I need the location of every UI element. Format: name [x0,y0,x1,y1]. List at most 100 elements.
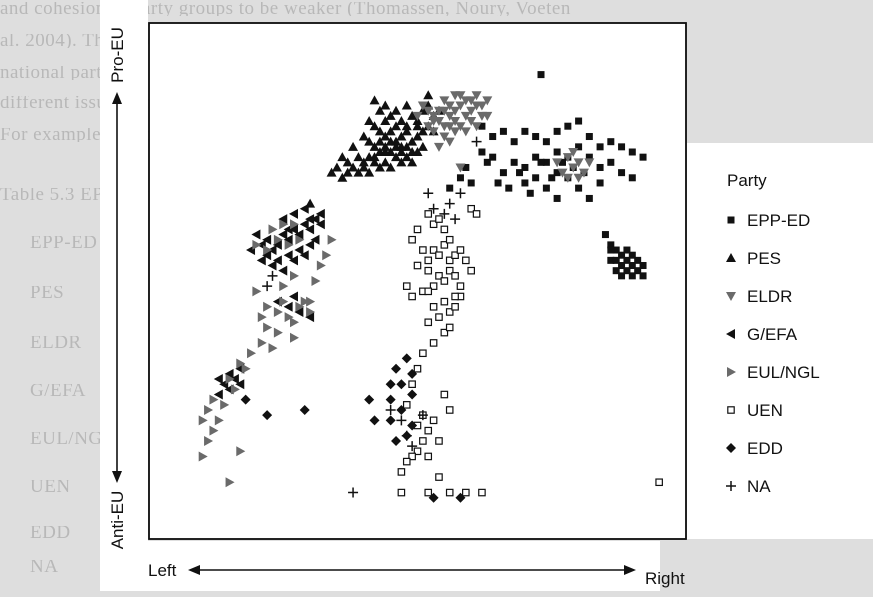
marker-eul-ngl [306,306,316,317]
marker-eldr [573,158,584,168]
marker-pes [369,141,380,151]
marker-edd [262,410,273,421]
marker-eldr [455,122,466,132]
marker-epp-ed [639,153,647,161]
x-axis-arrowhead-right [624,565,636,575]
marker-pes [358,162,369,172]
background-text-line: UEN [30,480,71,494]
marker-uen [424,256,433,265]
marker-epp-ed [478,148,486,156]
marker-pes [342,167,353,177]
background-text-line: G/EFA [30,384,86,398]
marker-epp-ed [612,246,620,254]
marker-uen [402,401,411,409]
plot-border [148,22,687,540]
marker-eul-ngl [263,301,273,312]
marker-eul-ngl [279,219,289,230]
marker-eul-ngl [241,363,251,374]
marker-edd [407,389,418,400]
marker-uen [408,235,416,244]
background-text-line: NA [30,560,59,574]
marker-g-efa [235,379,245,390]
marker-pes [385,126,396,136]
marker-eul-ngl [306,296,316,307]
marker-pes [407,147,418,156]
marker-edd [299,405,310,415]
marker-pes [364,167,375,177]
marker-na [396,415,407,426]
series-na [262,136,482,498]
background-text-line: EUL/NGL [30,432,115,446]
legend-panel [687,143,873,539]
marker-epp-ed [558,158,566,166]
marker-eul-ngl [284,239,294,250]
marker-eldr [428,117,439,127]
marker-uen [424,266,433,275]
marker-uen [655,478,663,487]
marker-eldr [476,101,487,111]
marker-pes [385,162,396,172]
marker-epp-ed [446,184,454,192]
marker-g-efa [288,208,298,219]
marker-na [262,281,273,292]
marker-na [423,188,434,199]
marker-uen [440,241,449,249]
marker-uen [408,380,416,389]
marker-g-efa [278,265,288,276]
marker-uen [402,282,411,290]
marker-g-efa [305,239,315,250]
marker-eldr [439,132,450,142]
marker-uen [424,488,433,497]
marker-epp-ed [462,163,470,171]
marker-g-efa [288,291,298,302]
marker-epp-ed [521,163,529,171]
marker-uen [419,349,427,358]
marker-pes [380,157,391,167]
marker-g-efa [283,301,293,312]
marker-uen [440,277,449,285]
y-axis-label-bottom: Anti-EU [108,491,127,550]
marker-epp-ed [618,262,626,270]
marker-epp-ed [456,174,464,182]
marker-g-efa [315,208,325,219]
marker-g-efa [283,234,293,245]
marker-epp-ed [478,122,486,130]
marker-eldr [466,96,477,106]
marker-pes [726,253,736,262]
marker-g-efa [256,255,266,266]
marker-uen [402,457,411,466]
marker-g-efa [305,312,315,323]
marker-pes [337,152,348,162]
marker-uen [429,416,438,425]
marker-edd [364,394,375,405]
marker-epp-ed [612,267,620,275]
marker-uen [424,452,433,461]
marker-g-efa [278,229,288,240]
marker-na [428,203,439,214]
marker-eldr [444,137,455,147]
marker-uen [451,251,459,260]
marker-pes [385,136,396,146]
marker-epp-ed [628,148,636,156]
marker-uen [429,303,438,311]
marker-epp-ed [628,262,636,270]
marker-eul-ngl [230,384,240,395]
marker-epp-ed [607,158,615,166]
marker-na [455,188,466,199]
legend-label: EDD [747,439,783,458]
marker-g-efa [272,239,282,250]
marker-epp-ed [548,174,556,182]
marker-pes [391,152,402,162]
marker-uen [413,225,422,234]
marker-epp-ed [618,272,626,280]
marker-uen [435,313,443,321]
marker-epp-ed [575,143,583,151]
marker-pes [374,105,385,115]
marker-epp-ed [639,272,647,280]
marker-epp-ed [537,158,545,166]
marker-eul-ngl [268,224,278,235]
marker-epp-ed [575,184,583,192]
marker-eul-ngl [236,446,246,457]
marker-eldr [412,111,423,121]
legend: Party EPP-ED PES ELDR G/EFA EUL/NGL UEN EDD NA [726,171,820,496]
